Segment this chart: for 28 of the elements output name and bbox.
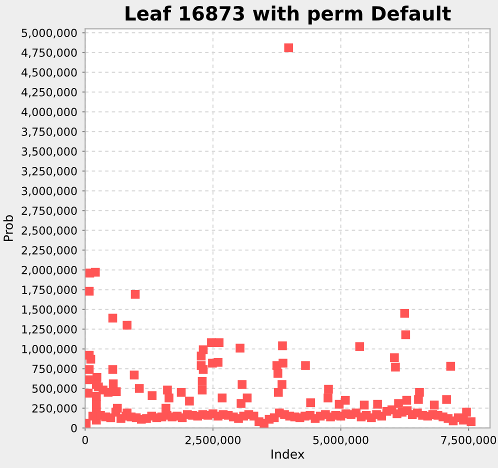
x-axis-title: Index — [272, 449, 304, 459]
y-tick-label: 750,000 — [32, 364, 77, 374]
y-tick-label: 2,750,000 — [22, 206, 77, 216]
y-tick-label: 4,500,000 — [22, 68, 77, 78]
y-tick-label: 2,000,000 — [22, 266, 77, 276]
y-tick-label: 2,500,000 — [22, 226, 77, 236]
y-tick-label: 3,750,000 — [22, 128, 77, 138]
y-tick-label: 5,000,000 — [22, 28, 77, 38]
y-tick-label: 1,500,000 — [22, 305, 77, 315]
y-tick-label: 1,000,000 — [22, 344, 77, 354]
y-tick-label: 3,500,000 — [22, 147, 77, 157]
y-tick-label: 2,250,000 — [22, 246, 77, 256]
x-tick-label: 7,500,000 — [441, 436, 496, 446]
y-tick-label: 1,750,000 — [22, 286, 77, 296]
x-tick-label: 5,000,000 — [313, 436, 368, 446]
y-tick-label: 4,000,000 — [22, 108, 77, 118]
y-tick-label: 500,000 — [32, 384, 77, 394]
x-tick-label: 2,500,000 — [186, 436, 240, 446]
x-tick-label: 0 — [82, 436, 88, 444]
chart-title: Leaf 16873 with perm Default — [126, 6, 451, 24]
y-axis-title: Prob — [3, 215, 13, 242]
y-tick-label: 3,250,000 — [22, 167, 77, 177]
y-tick-label: 0 — [71, 424, 77, 432]
y-tick-label: 4,250,000 — [22, 88, 77, 98]
y-tick-label: 4,750,000 — [22, 48, 77, 58]
y-tick-label: 250,000 — [32, 404, 77, 414]
y-tick-label: 1,250,000 — [22, 325, 77, 335]
y-tick-label: 3,000,000 — [22, 186, 77, 196]
